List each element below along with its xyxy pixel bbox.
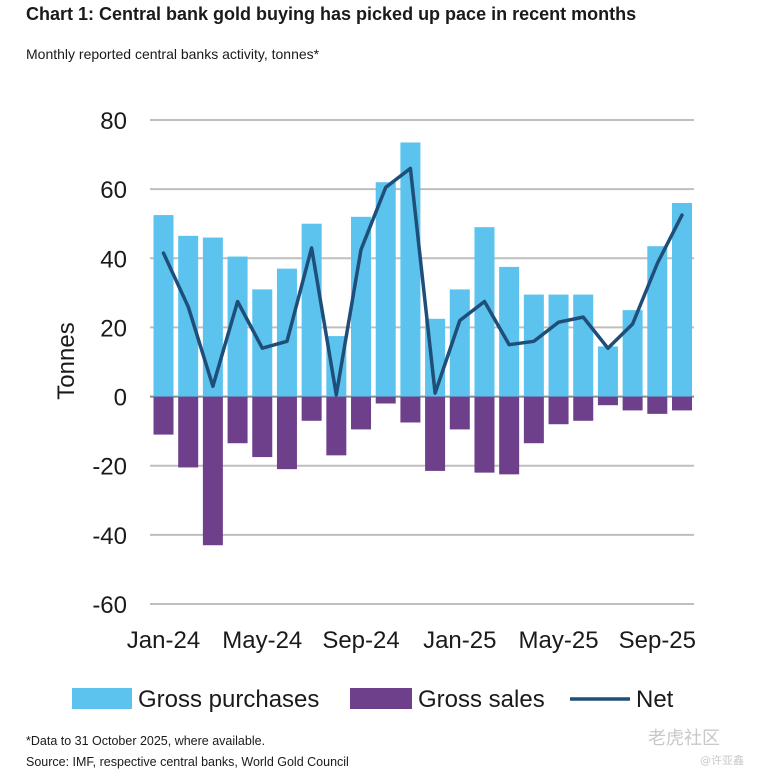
bar-gross-sales (573, 396, 594, 421)
bar-gross-purchases (499, 266, 520, 397)
bar-gross-purchases (153, 215, 174, 397)
x-tick-label: Jan-24 (127, 627, 200, 654)
bar-gross-purchases (326, 336, 347, 397)
bar-gross-purchases (548, 294, 569, 397)
bar-gross-purchases (622, 310, 643, 397)
bar-gross-purchases (672, 202, 692, 397)
bar-gross-sales (301, 396, 322, 421)
y-tick-label: 80 (100, 108, 127, 135)
legend-swatch-gross-sales (350, 688, 412, 709)
bar-gross-purchases (597, 346, 618, 397)
legend: Gross purchases Gross sales Net (72, 686, 674, 713)
bar-gross-purchases (573, 294, 594, 397)
bar-gross-sales (425, 396, 446, 471)
bar-gross-sales (499, 396, 520, 475)
x-axis-ticks: Jan-24 May-24 Sep-24 Jan-25 May-25 Sep-25 (127, 627, 696, 654)
bar-gross-purchases (474, 227, 495, 397)
bar-gross-sales (672, 396, 692, 411)
legend-swatch-gross-purchases (72, 688, 132, 709)
y-tick-label: -40 (92, 523, 127, 550)
bar-gross-sales (202, 396, 223, 546)
legend-label-net: Net (636, 686, 674, 713)
bar-gross-sales (548, 396, 569, 425)
source-note: Source: IMF, respective central banks, W… (26, 755, 349, 769)
y-tick-label: 40 (100, 246, 127, 273)
bar-gross-purchases (252, 289, 273, 397)
bar-gross-sales (326, 396, 347, 456)
x-tick-label: Jan-25 (423, 627, 496, 654)
bar-gross-purchases (276, 268, 297, 397)
x-tick-label: Sep-25 (619, 627, 696, 654)
bar-gross-purchases (523, 294, 544, 397)
bar-gross-sales (351, 396, 372, 430)
y-tick-label: -60 (92, 592, 127, 619)
bar-gross-purchases (202, 237, 223, 397)
bar-gross-sales (523, 396, 544, 444)
y-axis-ticks: 80 60 40 20 0 -20 -40 -60 (92, 108, 127, 619)
bar-gross-sales (474, 396, 495, 473)
watermark-logo: 老虎社区 (648, 728, 720, 749)
y-tick-label: 20 (100, 315, 127, 342)
y-tick-label: 0 (114, 385, 127, 412)
bar-gross-sales (400, 396, 421, 423)
legend-label-gross-purchases: Gross purchases (138, 686, 319, 713)
bar-gross-sales (252, 396, 273, 458)
bar-gross-sales (597, 396, 618, 406)
watermark-author: @许亚鑫 (700, 754, 744, 767)
footnote: *Data to 31 October 2025, where availabl… (26, 734, 266, 748)
bar-gross-sales (449, 396, 470, 430)
chart-title: Chart 1: Central bank gold buying has pi… (26, 4, 637, 24)
bar-gross-sales (375, 396, 396, 404)
net-line (161, 166, 684, 397)
bar-gross-sales (276, 396, 297, 470)
y-tick-label: 60 (100, 177, 127, 204)
bar-gross-purchases (647, 246, 668, 397)
bar-gross-sales (622, 396, 643, 411)
legend-label-gross-sales: Gross sales (418, 686, 545, 713)
y-tick-label: -20 (92, 454, 127, 481)
bar-gross-sales (178, 396, 199, 468)
bar-gross-purchases (375, 182, 396, 397)
line-net (161, 166, 684, 397)
bar-gross-sales (227, 396, 248, 444)
y-axis-label: Tonnes (53, 322, 80, 399)
x-tick-label: May-25 (519, 627, 599, 654)
bar-gross-purchases (178, 235, 199, 397)
chart-subtitle: Monthly reported central banks activity,… (26, 46, 320, 62)
bar-gross-purchases (351, 216, 372, 397)
x-tick-label: May-24 (222, 627, 302, 654)
x-tick-label: Sep-24 (322, 627, 399, 654)
bar-gross-sales (647, 396, 668, 414)
bar-gross-purchases (227, 256, 248, 397)
bar-gross-sales (153, 396, 174, 435)
